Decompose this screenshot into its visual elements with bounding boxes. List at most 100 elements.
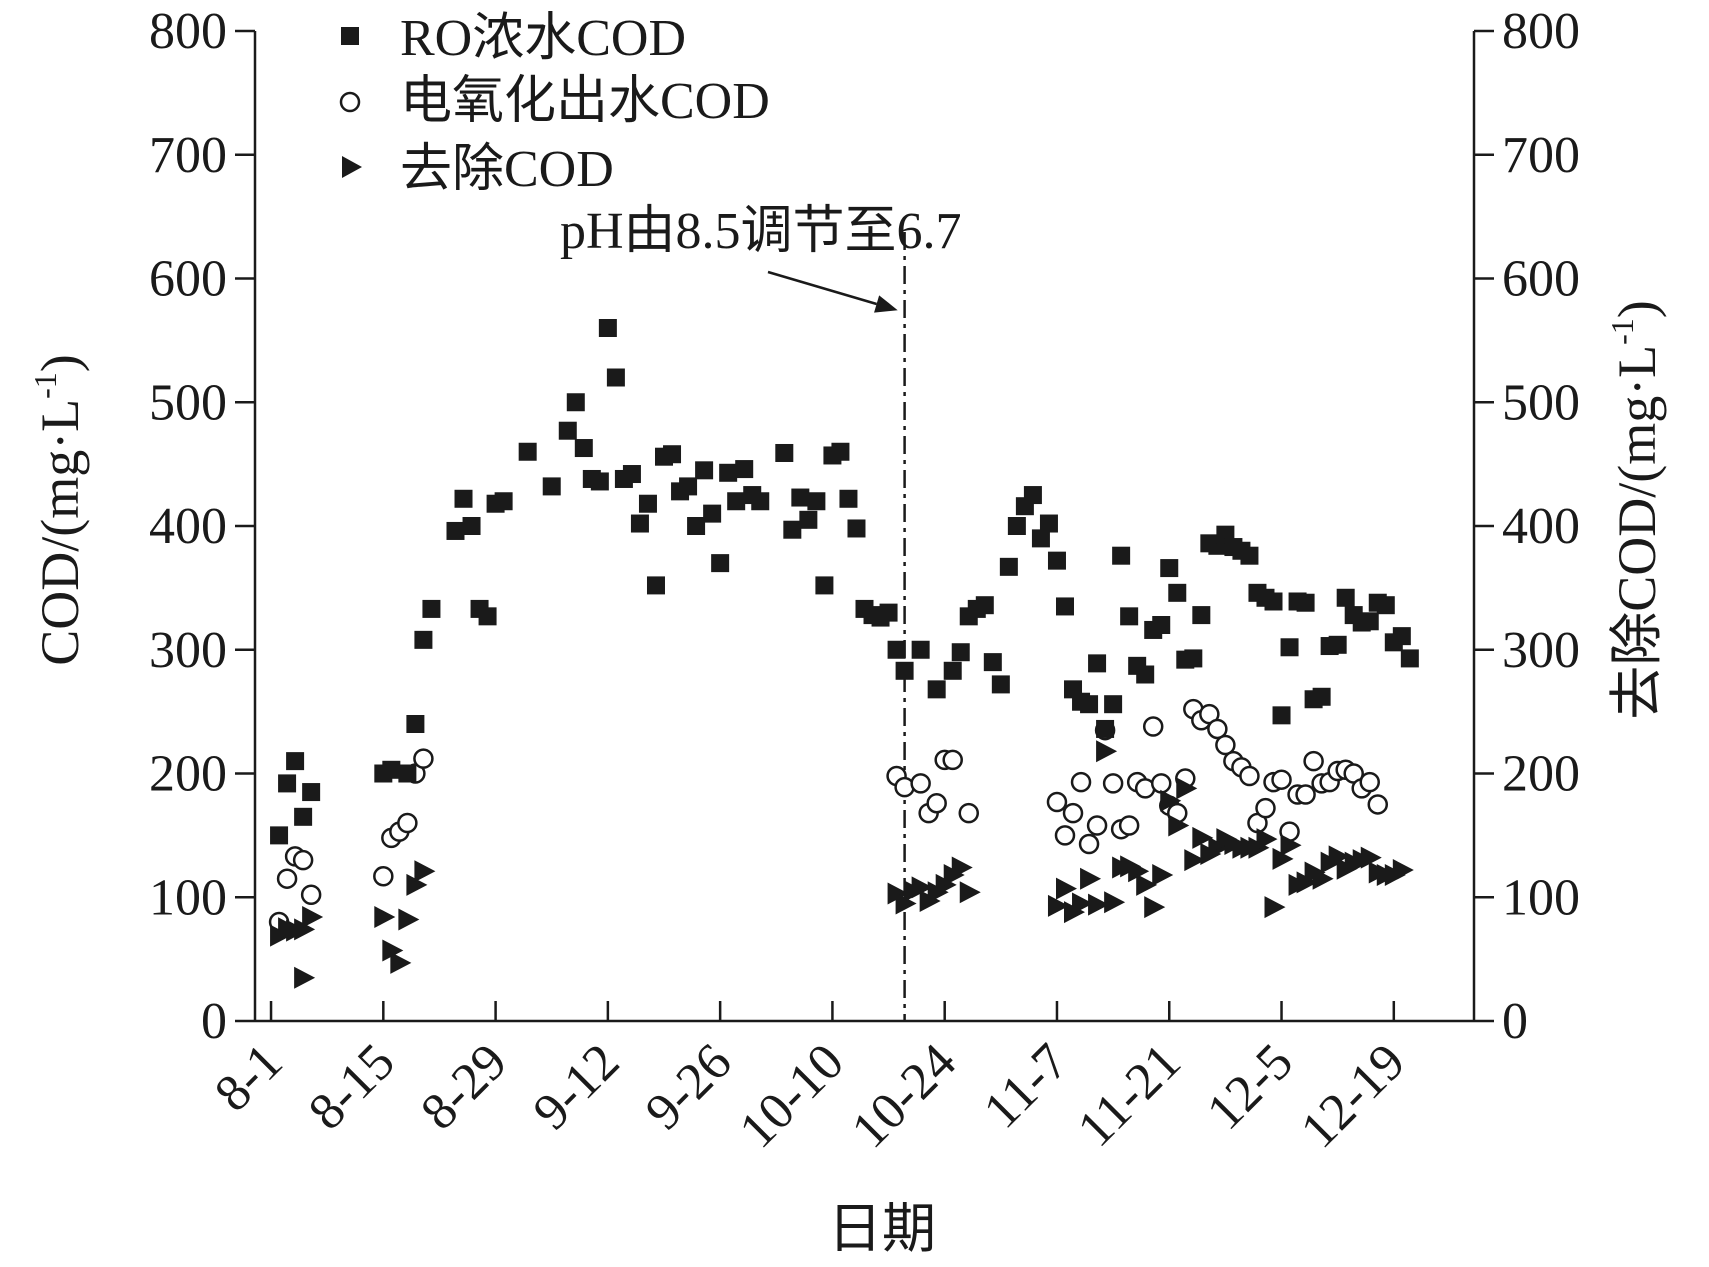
eo-cod-point bbox=[1046, 791, 1068, 813]
x-tick-label: 10-24 bbox=[841, 1033, 967, 1159]
ro-cod-point bbox=[606, 368, 625, 387]
ro-cod-point bbox=[1192, 606, 1211, 625]
removal-cod-point bbox=[1160, 789, 1182, 812]
ro-cod-point bbox=[911, 640, 930, 659]
ro-cod-point bbox=[422, 599, 441, 618]
x-tick-label: 11-21 bbox=[1067, 1033, 1192, 1158]
ro-cod-point bbox=[406, 715, 425, 733]
y-tick-label-left: 0 bbox=[201, 993, 227, 1050]
ro-cod-point bbox=[1400, 649, 1419, 668]
removal-cod-point bbox=[1080, 867, 1102, 890]
ro-cod-point bbox=[1296, 593, 1315, 612]
ro-cod-point bbox=[783, 520, 802, 539]
ph-annotation-arrow bbox=[767, 270, 877, 306]
ro-cod-point bbox=[711, 554, 730, 573]
ro-cod-point bbox=[1096, 719, 1115, 738]
ro-cod-point bbox=[1272, 706, 1291, 725]
removal-cod-point bbox=[1128, 860, 1150, 883]
y-axis-title-left-close: ) bbox=[30, 354, 90, 372]
ph-annotation-text: pH由8.5调节至6.7 bbox=[560, 203, 962, 260]
y-axis-title-right-sup: -1 bbox=[1604, 318, 1640, 345]
eo-cod-point bbox=[1086, 815, 1108, 836]
ro-cod-point bbox=[1088, 654, 1107, 673]
ro-cod-point bbox=[518, 442, 537, 461]
ro-cod-point bbox=[887, 640, 906, 659]
removal-cod-point bbox=[1272, 847, 1294, 870]
ro-cod-point bbox=[1152, 616, 1171, 634]
y-tick-label-right: 300 bbox=[1502, 622, 1580, 679]
eo-cod-point bbox=[1367, 794, 1389, 815]
y-tick-label-left: 400 bbox=[149, 498, 227, 555]
ro-cod-point bbox=[1328, 635, 1347, 654]
removal-cod-point bbox=[1184, 849, 1206, 872]
ro-cod-point bbox=[799, 510, 818, 529]
removal-cod-point bbox=[1136, 873, 1158, 896]
y-tick-label-right: 100 bbox=[1502, 869, 1580, 926]
ro-cod-point bbox=[815, 576, 834, 595]
y-tick-label-left: 700 bbox=[149, 127, 227, 184]
ro-cod-point bbox=[1104, 695, 1123, 714]
y-tick-label-right: 500 bbox=[1502, 374, 1580, 431]
ro-cod-point bbox=[839, 489, 858, 508]
removal-cod-point bbox=[1360, 846, 1382, 869]
eo-cod-point bbox=[1207, 718, 1228, 740]
ro-cod-point bbox=[1312, 687, 1331, 706]
ro-cod-point bbox=[999, 557, 1018, 576]
y-tick-label-left: 100 bbox=[149, 869, 227, 926]
ro-cod-point bbox=[598, 319, 617, 337]
eo-cod-point bbox=[413, 748, 434, 769]
y-tick-label-left: 600 bbox=[149, 251, 227, 308]
legend-item-removal: 去除COD bbox=[342, 141, 614, 198]
eo-cod-point bbox=[276, 868, 298, 889]
ro-cod-point bbox=[1007, 517, 1026, 535]
removal-cod-point bbox=[951, 856, 973, 879]
removal-cod-point bbox=[895, 892, 917, 915]
ro-cod-point bbox=[1168, 583, 1187, 602]
ro-cod-point bbox=[622, 465, 641, 484]
ro-cod-point bbox=[382, 760, 401, 779]
ro-cod-point bbox=[719, 463, 738, 482]
ro-cod-point bbox=[847, 519, 866, 538]
ro-cod-point bbox=[751, 492, 770, 511]
ro-cod-point bbox=[478, 607, 497, 626]
ro-cod-point bbox=[975, 596, 994, 615]
removal-cod-point bbox=[911, 876, 933, 899]
ro-cod-point bbox=[398, 764, 417, 783]
y-axis-title-right-main: 去除COD/(mg·L bbox=[1607, 345, 1667, 720]
eo-cod-point bbox=[1102, 773, 1124, 794]
ro-cod-point bbox=[286, 752, 305, 771]
ro-cod-point bbox=[1360, 612, 1379, 631]
y-tick-label-left: 800 bbox=[149, 3, 227, 60]
removal-cod-point bbox=[1392, 859, 1414, 882]
y-axis-title-left: COD/(mg·L-1) bbox=[27, 354, 90, 666]
y-axis-title-right: 去除COD/(mg·L-1) bbox=[1604, 300, 1667, 720]
ro-cod-point bbox=[943, 661, 962, 680]
removal-cod-point bbox=[1152, 863, 1174, 886]
data-marks bbox=[268, 319, 1419, 989]
removal-cod-point bbox=[1256, 828, 1278, 851]
ro-cod-point bbox=[1112, 546, 1131, 565]
ro-cod-point bbox=[983, 653, 1002, 672]
eo-cod-point bbox=[926, 792, 947, 814]
x-tick-label: 8-15 bbox=[298, 1033, 406, 1141]
ro-cod-point bbox=[1336, 588, 1355, 607]
ro-cod-point bbox=[1023, 486, 1042, 505]
removal-cod-point bbox=[374, 906, 396, 929]
ro-cod-point bbox=[1160, 559, 1179, 578]
legend-square-marker bbox=[341, 27, 359, 45]
y-tick-label-right: 400 bbox=[1502, 498, 1580, 555]
ro-cod-point bbox=[446, 521, 465, 540]
ro-cod-point bbox=[687, 517, 706, 535]
removal-cod-point bbox=[382, 939, 404, 962]
y-axis-title-right-close: ) bbox=[1607, 300, 1667, 318]
eo-cod-point bbox=[1255, 797, 1276, 819]
ro-cod-point bbox=[302, 783, 321, 802]
eo-cod-point bbox=[1062, 802, 1084, 824]
x-tick-label: 9-12 bbox=[523, 1033, 631, 1141]
x-tick-label: 10-10 bbox=[729, 1033, 855, 1159]
ro-cod-point bbox=[951, 643, 970, 662]
eo-cod-point bbox=[958, 802, 980, 824]
removal-cod-point bbox=[398, 908, 420, 931]
ro-cod-point bbox=[462, 517, 481, 535]
ro-cod-point bbox=[807, 492, 826, 511]
